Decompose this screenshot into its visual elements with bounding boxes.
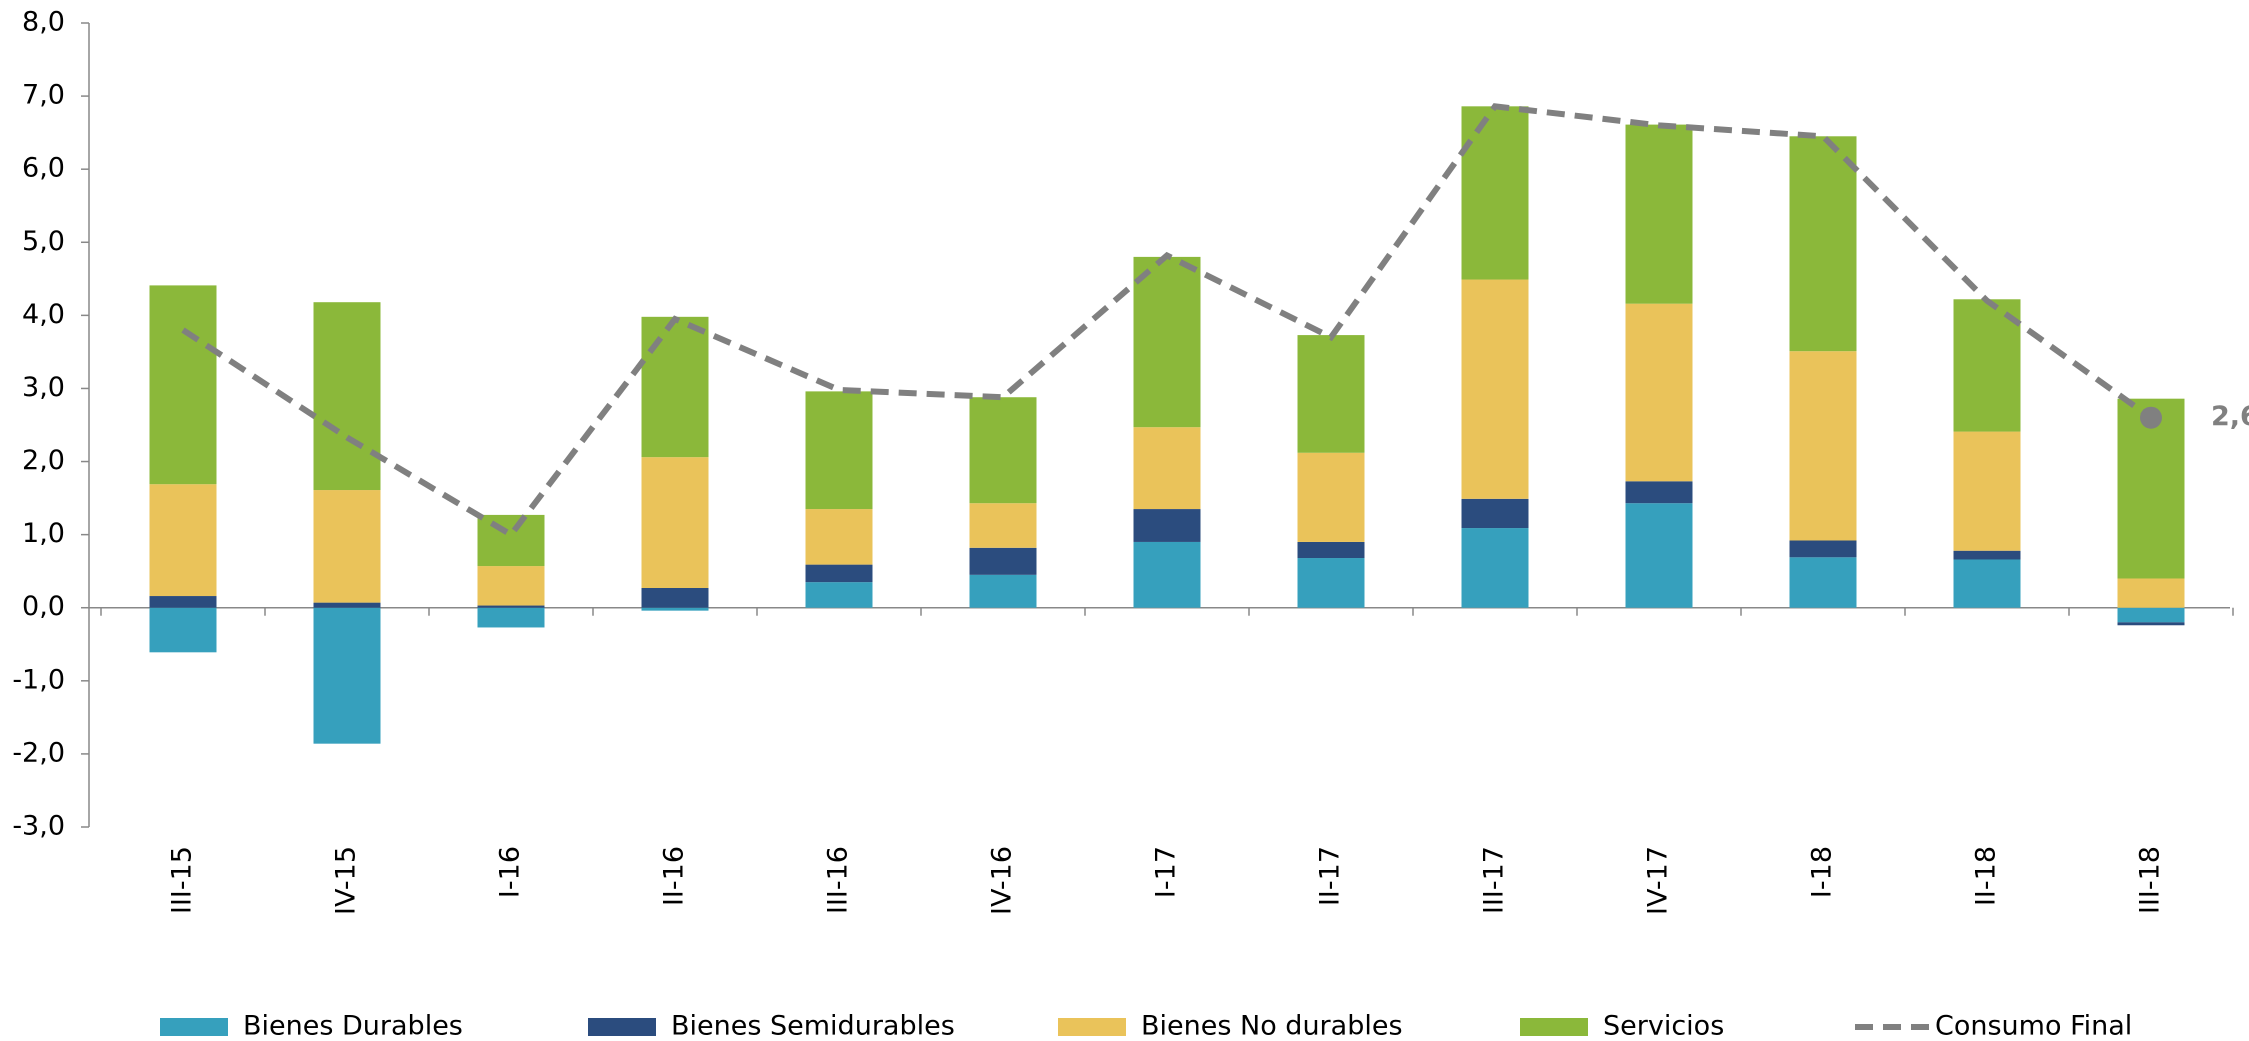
- bar-segment: [1953, 431, 2021, 551]
- bar-segment: [969, 503, 1037, 548]
- bar-segment: [641, 587, 709, 608]
- bar-segment: [969, 547, 1037, 575]
- bar-segment: [1461, 528, 1529, 608]
- x-tick-label: III-16: [823, 846, 854, 914]
- x-tick-label: II-17: [1315, 846, 1346, 906]
- bar-segment: [641, 316, 709, 458]
- bar-segment: [477, 607, 545, 628]
- bar-segment: [969, 574, 1037, 608]
- bar-segment: [1461, 279, 1529, 499]
- x-tick-label: IV-16: [987, 846, 1018, 915]
- x-tick-label: II-16: [659, 846, 690, 906]
- bar-segment: [313, 302, 381, 491]
- bar-segment: [805, 582, 873, 608]
- y-tick-label: -2,0: [12, 737, 65, 768]
- y-tick-label: 0,0: [22, 591, 65, 622]
- bar-segment: [313, 602, 381, 608]
- bar-segment: [805, 564, 873, 583]
- bar-segment: [149, 484, 217, 597]
- bar-segment: [477, 514, 545, 567]
- bar-segment: [1789, 136, 1857, 352]
- bar-segment: [477, 566, 545, 606]
- bar-segment: [2117, 622, 2185, 626]
- x-tick-label: IV-15: [331, 846, 362, 915]
- y-tick-label: 5,0: [22, 226, 65, 257]
- bar-segment: [1625, 481, 1693, 504]
- bar-segment: [641, 457, 709, 588]
- bar-segment: [1133, 427, 1201, 510]
- legend-swatch: [588, 1018, 656, 1036]
- bar-segment: [1789, 351, 1857, 541]
- y-tick-label: 2,0: [22, 445, 65, 476]
- bar-segment: [1789, 540, 1857, 558]
- bar-segment: [149, 596, 217, 608]
- line: [181, 103, 2153, 539]
- legend-swatch: [1058, 1018, 1126, 1036]
- y-tick-label: -1,0: [12, 664, 65, 695]
- legend-label: Bienes Semidurables: [671, 1011, 955, 1041]
- bar-segment: [1297, 541, 1365, 559]
- bar-segment: [149, 285, 217, 485]
- bar-segment: [1953, 550, 2021, 560]
- line-marker: [2140, 406, 2162, 429]
- bar-segment: [969, 397, 1037, 504]
- bar-segment: [313, 607, 381, 744]
- bar-segment: [1133, 509, 1201, 542]
- x-tick-label: IV-17: [1643, 846, 1674, 915]
- y-tick-label: 8,0: [22, 7, 65, 38]
- bar-segment: [1461, 106, 1529, 280]
- y-tick-label: 4,0: [22, 299, 65, 330]
- x-tick-label: I-16: [495, 846, 526, 898]
- bar-segment: [1625, 303, 1693, 482]
- x-tick-label: I-18: [1807, 846, 1838, 898]
- bar-segment: [313, 490, 381, 603]
- bar-segment: [477, 605, 545, 608]
- y-tick-label: 6,0: [22, 153, 65, 184]
- bar-segment: [1297, 558, 1365, 608]
- x-tick-label: III-15: [167, 846, 198, 914]
- legend-swatch: [160, 1018, 228, 1036]
- bar-segment: [1953, 299, 2021, 432]
- y-tick-label: 1,0: [22, 518, 65, 549]
- bar-segment: [1297, 452, 1365, 542]
- y-tick-label: 3,0: [22, 372, 65, 403]
- data-label: 2,6: [2211, 401, 2249, 432]
- x-tick-label: III-17: [1479, 846, 1510, 914]
- legend-label: Servicios: [1603, 1011, 1724, 1041]
- y-tick-label: -3,0: [12, 811, 65, 842]
- bar-segment: [1953, 559, 2021, 608]
- y-tick-label: 7,0: [22, 80, 65, 111]
- legend-label: Bienes No durables: [1141, 1011, 1403, 1041]
- bar-segment: [2117, 607, 2185, 623]
- bar-segment: [641, 607, 709, 611]
- bar-segment: [2117, 578, 2185, 608]
- bar-segment: [1625, 124, 1693, 304]
- bar-segment: [805, 509, 873, 565]
- legend-swatch: [1520, 1018, 1588, 1036]
- bar-segment: [1133, 541, 1201, 608]
- bar-segment: [805, 391, 873, 510]
- bar-segment: [1789, 557, 1857, 608]
- x-tick-label: I-17: [1151, 846, 1182, 898]
- x-tick-label: III-18: [2135, 846, 2166, 914]
- x-tick-label: II-18: [1971, 846, 2002, 906]
- legend-label: Bienes Durables: [243, 1011, 463, 1041]
- bar-segment: [1461, 498, 1529, 529]
- bar-segment: [1297, 335, 1365, 453]
- bar-segment: [1625, 503, 1693, 608]
- bar-segment: [1133, 256, 1201, 428]
- legend-label: Consumo Final: [1935, 1011, 2132, 1041]
- bar-segment: [149, 607, 217, 653]
